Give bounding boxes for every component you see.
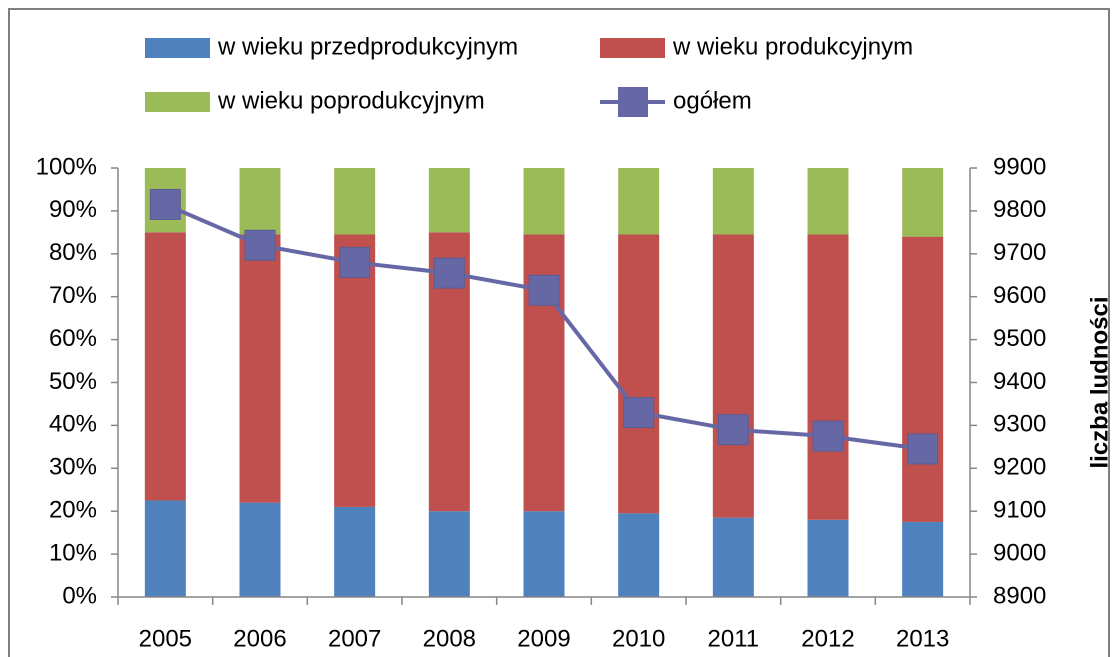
bar-segment: [523, 168, 565, 235]
bar-segment: [239, 168, 281, 235]
marker: [907, 433, 939, 465]
y-tick-label: 90%: [49, 196, 97, 223]
bar-segment: [902, 168, 944, 237]
y2-axis-label: liczba ludności: [1086, 296, 1113, 468]
bar-segment: [618, 168, 660, 235]
bar-segment: [618, 513, 660, 597]
bar-segment: [712, 517, 754, 597]
legend-swatch: [145, 38, 210, 58]
y2-tick-label: 9000: [993, 539, 1046, 566]
marker: [812, 420, 844, 452]
y-tick-label: 100%: [36, 153, 97, 180]
y2-tick-label: 9300: [993, 411, 1046, 438]
bar-segment: [334, 506, 376, 597]
marker: [244, 229, 276, 261]
x-tick-label: 2012: [801, 625, 854, 652]
bar-segment: [807, 519, 849, 597]
y-tick-label: 0%: [62, 582, 97, 609]
bar-segment: [239, 234, 281, 503]
y2-tick-label: 9500: [993, 325, 1046, 352]
marker: [717, 414, 749, 446]
bar-segment: [618, 234, 660, 514]
bar-segment: [428, 511, 470, 597]
bar-segment: [807, 168, 849, 235]
legend-label: w wieku poprodukcyjnym: [217, 87, 485, 114]
x-tick-label: 2013: [896, 625, 949, 652]
y2-tick-label: 9700: [993, 239, 1046, 266]
y2-tick-label: 8900: [993, 582, 1046, 609]
y-tick-label: 70%: [49, 282, 97, 309]
y-tick-label: 20%: [49, 497, 97, 524]
bar-segment: [428, 168, 470, 233]
y-tick-label: 40%: [49, 411, 97, 438]
y2-tick-label: 9600: [993, 282, 1046, 309]
legend-marker: [618, 87, 648, 117]
x-tick-label: 2009: [517, 625, 570, 652]
x-tick-label: 2007: [328, 625, 381, 652]
bar-segment: [334, 234, 376, 507]
bar-segment: [902, 236, 944, 522]
marker: [149, 188, 181, 220]
bar-segment: [144, 500, 186, 597]
bar-segment: [334, 168, 376, 235]
bar-segment: [144, 232, 186, 501]
y2-tick-label: 9800: [993, 196, 1046, 223]
y-tick-label: 80%: [49, 239, 97, 266]
marker: [528, 274, 560, 306]
y2-tick-label: 9200: [993, 454, 1046, 481]
y-tick-label: 10%: [49, 539, 97, 566]
bar-segment: [902, 521, 944, 597]
marker: [433, 257, 465, 289]
marker: [339, 246, 371, 278]
x-tick-label: 2008: [423, 625, 476, 652]
legend-label: w wieku przedprodukcyjnym: [217, 33, 518, 60]
legend-swatch: [600, 38, 665, 58]
y2-tick-label: 9400: [993, 368, 1046, 395]
y2-tick-label: 9900: [993, 153, 1046, 180]
y2-tick-label: 9100: [993, 497, 1046, 524]
legend-label: w wieku produkcyjnym: [672, 33, 913, 60]
x-tick-label: 2011: [708, 625, 760, 652]
bar-segment: [712, 168, 754, 235]
x-tick-label: 2006: [233, 625, 286, 652]
x-tick-label: 2005: [139, 625, 192, 652]
bar-segment: [523, 511, 565, 597]
legend-swatch: [145, 92, 210, 112]
bar-segment: [239, 502, 281, 597]
marker: [623, 397, 655, 429]
bar-segment: [712, 234, 754, 518]
bar-segment: [807, 234, 849, 520]
y-tick-label: 50%: [49, 368, 97, 395]
y-tick-label: 60%: [49, 325, 97, 352]
x-tick-label: 2010: [612, 625, 665, 652]
y-tick-label: 30%: [49, 454, 97, 481]
legend-label: ogółem: [673, 87, 752, 114]
